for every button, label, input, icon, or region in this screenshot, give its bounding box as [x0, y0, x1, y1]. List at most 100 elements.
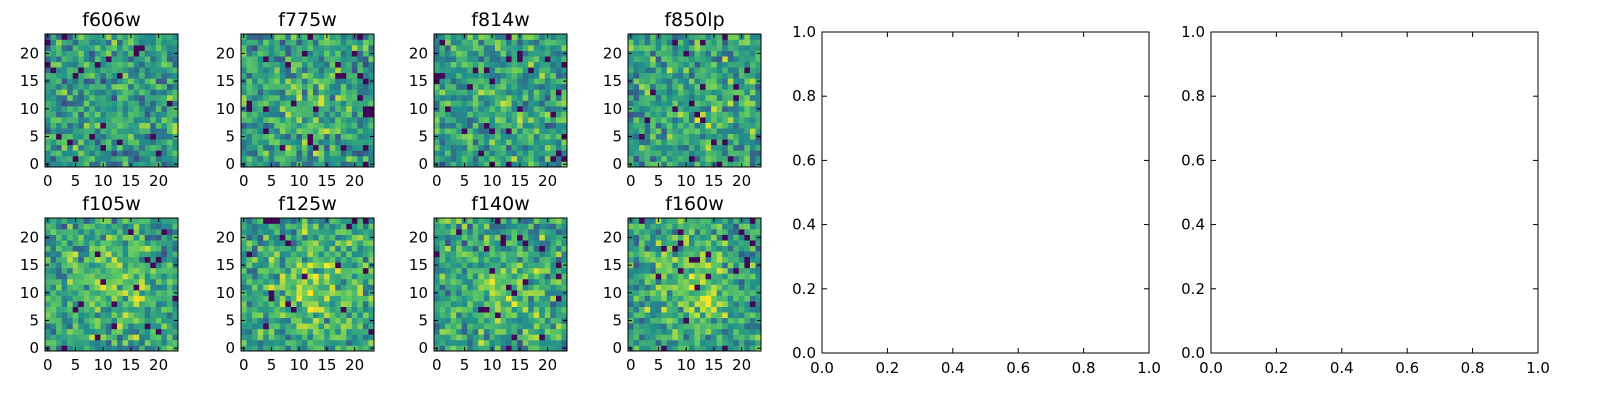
heatmap-cell [517, 67, 523, 74]
heatmap-cell [357, 290, 364, 296]
heatmap-cell [677, 218, 684, 224]
heatmap-cell [61, 334, 68, 341]
heatmap-cell [511, 39, 518, 46]
heatmap-cell [445, 50, 451, 57]
heatmap-cell [346, 89, 353, 96]
heatmap-cell [105, 106, 112, 112]
heatmap-cell [111, 34, 118, 40]
heatmap-cell [633, 240, 640, 247]
heatmap-cell [50, 94, 57, 101]
heatmap-cell [263, 111, 270, 118]
heatmap-cell [346, 56, 353, 63]
heatmap-cell [111, 133, 118, 140]
heatmap-cell [89, 56, 96, 63]
heatmap-cell [467, 323, 474, 330]
heatmap-cell [722, 67, 729, 74]
heatmap-cell [489, 45, 496, 51]
heatmap-cell [672, 45, 679, 51]
heatmap-cell [539, 100, 546, 107]
heatmap-cell [67, 251, 74, 258]
heatmap-cell [749, 144, 756, 151]
heatmap-cell [117, 39, 123, 46]
heatmap-cell [279, 106, 286, 112]
heatmap-cell [61, 306, 68, 313]
heatmap-cell [483, 106, 490, 112]
heatmap-cell [296, 61, 303, 68]
heatmap-cell [456, 94, 463, 101]
heatmap-cell [738, 50, 745, 57]
heatmap-cell [511, 45, 518, 51]
heatmap-cell [528, 78, 535, 85]
heatmap-cell [301, 111, 308, 118]
heatmap-cell [45, 301, 51, 307]
heatmap-cell [83, 56, 90, 63]
heatmap-cell [166, 245, 173, 252]
heatmap-cell [252, 262, 258, 269]
heatmap-cell [263, 328, 270, 335]
heatmap-cell [727, 345, 734, 352]
heatmap-cell [357, 161, 364, 168]
heatmap-cell [279, 83, 286, 90]
heatmap-cell [661, 251, 668, 258]
heatmap-cell [483, 161, 490, 168]
heatmap-cell [716, 133, 723, 140]
heatmap-cell [128, 100, 134, 107]
heatmap-cell [67, 144, 74, 151]
heatmap-cell [307, 267, 314, 274]
heatmap-cell [166, 89, 173, 96]
heatmap-cell [666, 267, 673, 274]
heatmap-cell [117, 345, 123, 352]
heatmap-cell [161, 61, 168, 68]
heatmap-cell [50, 223, 57, 230]
heatmap-cell [661, 100, 668, 107]
heatmap-cell [172, 34, 179, 40]
heatmap-cell [528, 278, 535, 285]
heatmap-cell [489, 111, 496, 118]
heatmap-cell [522, 56, 529, 63]
heatmap-cell [155, 106, 162, 112]
heatmap-cell [279, 218, 286, 224]
heatmap-cell [738, 45, 745, 51]
heatmap-cell [661, 256, 668, 263]
heatmap-cell [650, 61, 657, 68]
heatmap-cell [694, 61, 701, 68]
heatmap-cell [628, 39, 634, 46]
heatmap-cell [100, 267, 107, 274]
heatmap-cell [329, 312, 336, 319]
heatmap-cell [296, 89, 303, 96]
heatmap-cell [252, 240, 258, 247]
heatmap-cell [700, 50, 706, 57]
heatmap-cell [666, 100, 673, 107]
heatmap-cell [500, 229, 507, 235]
heatmap-cell [368, 256, 375, 263]
heatmap-cell [50, 133, 57, 140]
heatmap-cell [644, 144, 651, 151]
heatmap-cell [122, 284, 129, 291]
heatmap-cell [722, 56, 729, 63]
heatmap-cell [357, 284, 364, 291]
heatmap-cell [633, 245, 640, 252]
heatmap-cell [78, 111, 85, 118]
heatmap-cell [329, 39, 336, 46]
heatmap-cell [139, 223, 146, 230]
heatmap-cell [472, 139, 479, 146]
heatmap-cell [318, 273, 325, 280]
heatmap-cell [324, 155, 330, 162]
heatmap-cell [324, 262, 330, 269]
heatmap-cell [50, 267, 57, 274]
heatmap-cell [161, 111, 168, 118]
heatmap-cell [456, 323, 463, 330]
heatmap-cell [67, 240, 74, 247]
heatmap-cell [50, 290, 57, 296]
heatmap-cell [72, 83, 79, 90]
heatmap-cell [461, 50, 468, 57]
heatmap-cell [56, 122, 62, 129]
heatmap-cell [705, 284, 712, 291]
heatmap-cell [290, 295, 297, 302]
heatmap-cell [500, 345, 507, 352]
heatmap-cell [628, 45, 634, 51]
heatmap-cell [561, 273, 568, 280]
heatmap-cell [50, 240, 57, 247]
heatmap-cell [274, 262, 281, 269]
heatmap-cell [456, 117, 463, 123]
